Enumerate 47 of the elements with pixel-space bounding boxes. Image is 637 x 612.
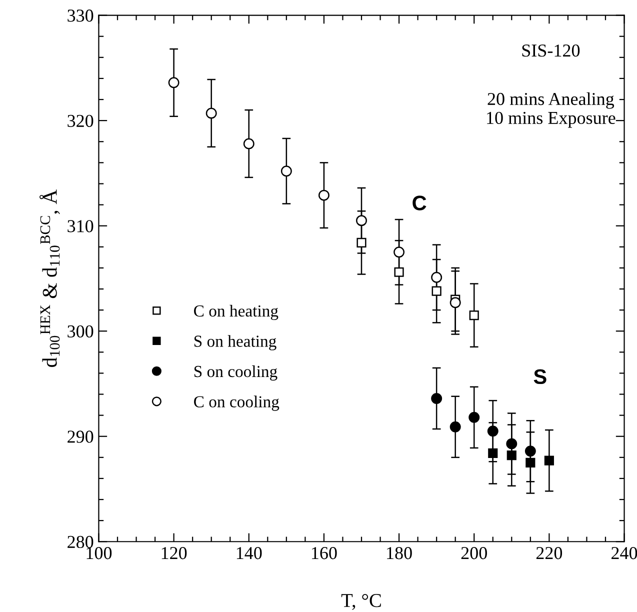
x-tick-label: 100	[86, 547, 112, 560]
annotation: SIS-120	[522, 44, 580, 57]
point	[544, 456, 554, 466]
point	[469, 310, 479, 320]
legend-label: S on cooling	[194, 365, 278, 381]
point	[356, 238, 366, 248]
point	[431, 392, 442, 404]
x-tick-label: 220	[536, 547, 562, 560]
point	[168, 77, 180, 88]
point	[526, 458, 536, 468]
annotation: S	[534, 369, 546, 384]
point	[488, 448, 498, 458]
annotation: 20 mins Anealing 10 mins Exposure	[487, 92, 616, 128]
y-tick-label: 280	[68, 536, 94, 548]
y-tick-label: 300	[68, 325, 94, 338]
annotation: C	[412, 196, 426, 210]
x-axis-title: T, °C	[341, 594, 381, 610]
y-axis-title: d$_{100}$$^{HEX}$ & d$_{110}$$^{BCC}$, Å	[40, 189, 60, 367]
legend-label: C on heating	[194, 304, 278, 320]
x-tick-label: 160	[312, 547, 337, 560]
point	[280, 166, 292, 177]
x-tick-label: 180	[387, 547, 412, 560]
point	[318, 190, 330, 201]
point	[394, 267, 404, 277]
point	[243, 138, 254, 150]
point	[506, 450, 516, 460]
point	[431, 272, 442, 283]
point	[524, 446, 536, 457]
legend-label: S on heating	[194, 335, 276, 350]
point	[356, 215, 367, 226]
x-tick-label: 240	[612, 547, 637, 560]
y-tick-label: 330	[68, 10, 94, 22]
point	[394, 246, 405, 258]
y-tick-label: 310	[68, 220, 94, 232]
point	[450, 297, 461, 308]
legend-label: C on cooling	[194, 396, 280, 411]
y-tick-label: 290	[68, 430, 94, 443]
point	[432, 286, 442, 296]
x-tick-label: 200	[461, 547, 487, 560]
point	[468, 412, 480, 423]
point	[450, 421, 461, 432]
y-tick-label: 320	[68, 114, 94, 128]
point	[487, 426, 498, 437]
point	[206, 108, 217, 119]
point	[506, 438, 518, 450]
x-tick-label: 120	[162, 547, 187, 560]
x-tick-label: 140	[236, 547, 262, 560]
